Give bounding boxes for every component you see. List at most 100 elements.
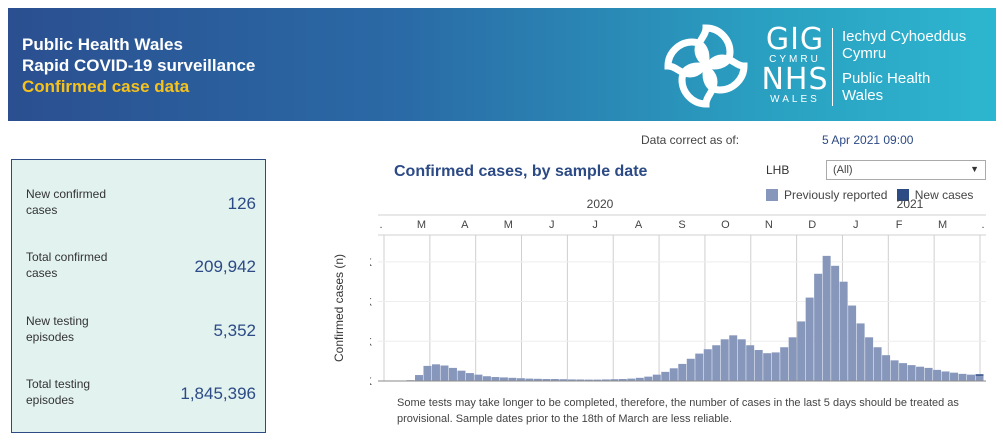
bar-previously-reported [482,376,491,381]
stat-value: 1,845,396 [180,384,256,403]
bar-previously-reported [610,379,619,381]
bar-previously-reported [924,367,933,381]
logo-gig-text: GIG [765,22,825,57]
legend-swatch-icon [896,189,909,201]
chart-footnote: Some tests may take longer to be complet… [397,397,959,425]
month-tick-label: O [721,219,730,231]
chart-title: Confirmed cases, by sample date [394,163,648,180]
org-english-line1: Public Health [842,70,931,87]
chevron-down-icon: ▼ [970,164,979,174]
bar-previously-reported [754,350,763,381]
stat-label: Total testing episodes [26,377,91,407]
bar-previously-reported [448,367,457,381]
header-org-title: Public Health Wales [22,35,183,54]
y-tick-label: 1K [370,336,373,348]
org-english-line2: Wales [842,87,884,104]
bar-previously-reported [712,345,721,381]
year-label: 2021 [897,197,924,211]
bar-previously-reported [414,375,423,381]
bar-previously-reported [695,353,704,381]
bar-previously-reported [720,339,729,381]
legend-label: New cases [914,188,974,202]
bar-previously-reported [635,377,644,381]
bar-previously-reported [763,353,772,381]
month-tick-label: J [853,219,859,231]
bar-previously-reported [627,378,636,381]
bar-previously-reported [533,378,542,381]
month-tick-label: M [417,219,426,231]
lhb-filter-selected: (All) [833,164,853,176]
lhb-filter-label: LHB [766,163,790,177]
org-welsh-line1: Iechyd Cyhoeddus [842,28,967,45]
bar-previously-reported [431,364,440,381]
bar-previously-reported [678,363,687,381]
stat-new-confirmed-cases: New confirmed cases 126 [26,186,256,226]
bar-previously-reported [525,378,534,381]
org-name-block: Iechyd Cyhoeddus Cymru Public Health Wal… [842,28,966,104]
bar-previously-reported [729,335,738,381]
month-tick-label: . [981,219,984,231]
bar-previously-reported [907,365,916,381]
bar-previously-reported [805,297,814,381]
y-tick-label: 2K [370,297,373,309]
data-correct-value: 5 Apr 2021 09:00 [822,133,914,147]
bar-previously-reported [508,377,517,381]
stat-label: New confirmed cases [26,187,107,217]
gig-nhs-logo: GIG CYMRU NHS WALES [760,22,830,106]
month-tick-label: A [461,219,469,231]
bar-previously-reported [950,372,959,381]
header-page-title: Confirmed case data [22,77,190,96]
cases-bar-chart[interactable]: . M A M J J A S O N D J F M. 2020 2021 0K 1K 2K 3K [370,190,990,385]
bar-previously-reported [771,352,780,381]
stat-value: 126 [227,194,256,213]
bar-previously-reported [831,265,840,381]
stat-total-confirmed-cases: Total confirmed cases 209,942 [26,249,256,289]
month-tick-label: A [635,219,643,231]
bar-previously-reported [967,374,976,381]
bar-previously-reported [890,360,899,381]
stat-new-testing-episodes: New testing episodes 5,352 [26,313,256,353]
bar-previously-reported [550,379,559,381]
month-tick-label: . [379,219,382,231]
bar-previously-reported [593,379,602,381]
bar-previously-reported [559,379,568,381]
bar-previously-reported [457,370,466,381]
lhb-filter-dropdown[interactable]: (All) ▼ [826,160,986,180]
logo-nhs-text: NHS [761,62,829,97]
legend-item-previously-reported[interactable]: Previously reported [766,188,887,202]
stat-label: New testing episodes [26,314,89,344]
bar-previously-reported [618,379,627,381]
header-report-title: Rapid COVID-19 surveillance [22,56,256,75]
bar-previously-reported [788,337,797,381]
bar-previously-reported [542,379,551,381]
bar-previously-reported [644,376,653,381]
legend-item-new-cases[interactable]: New cases [896,188,974,202]
bar-previously-reported [516,378,525,381]
bar-previously-reported [499,377,508,381]
bar-previously-reported [576,379,585,381]
stat-value: 5,352 [213,321,256,340]
bar-previously-reported [882,355,891,381]
bar-previously-reported [584,379,593,381]
stat-value: 209,942 [194,257,256,276]
y-tick-label: 0K [370,376,373,385]
celtic-knot-logo-icon [664,24,748,108]
bar-previously-reported [465,373,474,381]
bar-previously-reported [669,368,678,381]
stat-label: Total confirmed cases [26,250,108,280]
y-tick-label: 3K [370,257,373,269]
bar-previously-reported [737,339,746,381]
bar-previously-reported [856,323,865,381]
bar-previously-reported [916,366,925,381]
bar-previously-reported [975,375,984,381]
bar-previously-reported [423,365,432,381]
bar-previously-reported [440,365,449,381]
bar-previously-reported [933,369,942,381]
bar-previously-reported [958,373,967,381]
bar-previously-reported [839,281,848,381]
bar-previously-reported [797,321,806,381]
bar-new-cases [975,374,984,376]
month-tick-label: N [765,219,773,231]
bar-previously-reported [814,273,823,381]
data-correct-label: Data correct as of: [641,133,740,147]
